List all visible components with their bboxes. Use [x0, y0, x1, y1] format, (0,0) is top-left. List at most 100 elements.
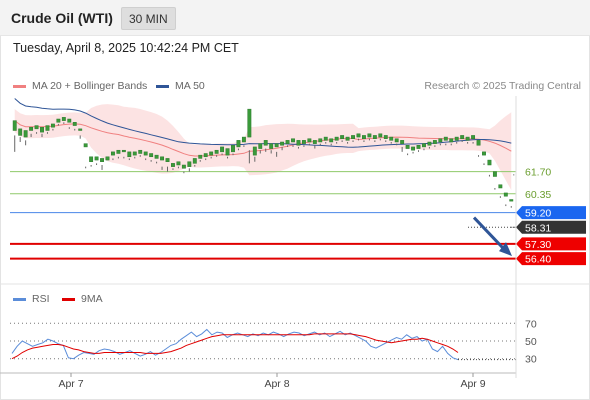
candle-body	[241, 136, 246, 143]
candle-body	[231, 145, 235, 153]
candle-body	[367, 133, 372, 138]
rsi-series-rsi	[11, 328, 459, 361]
candle-body	[89, 156, 94, 162]
candle-body	[252, 146, 257, 156]
candle-body	[176, 161, 181, 166]
candle-body	[307, 138, 312, 143]
candle-body	[356, 133, 361, 138]
candle-body	[160, 156, 164, 161]
rsi-tick-label: 70	[525, 318, 537, 330]
candle-body	[432, 140, 437, 144]
level-label-1: 60.35	[525, 189, 551, 201]
candle-body	[29, 126, 34, 131]
candle-body	[100, 158, 104, 162]
candle-body	[18, 128, 23, 136]
candle-body	[50, 123, 55, 128]
time-tick-label: Apr 7	[58, 378, 83, 390]
legend-ma20-label: MA 20 + Bollinger Bands	[32, 80, 148, 92]
candle-body	[258, 143, 263, 149]
candle-body	[296, 140, 301, 146]
candle-body	[181, 164, 186, 169]
time-tick-label: Apr 9	[460, 378, 485, 390]
candle-body	[454, 136, 459, 141]
legend-rsi: RSI	[13, 293, 50, 305]
candle-body	[138, 149, 143, 154]
instrument-title: Crude Oil (WTI)	[11, 10, 113, 26]
rsi-swatch	[13, 297, 26, 301]
research-credit: Research © 2025 Trading Central	[424, 80, 581, 92]
candle-body	[45, 125, 50, 131]
interval-button[interactable]: 30 MIN	[121, 7, 176, 30]
candle-body	[312, 140, 317, 144]
candle-body	[40, 126, 44, 133]
candle-body	[285, 140, 290, 144]
candle-body	[154, 154, 159, 159]
candle-body	[471, 135, 476, 139]
candle-body	[105, 156, 110, 161]
ma20-swatch	[13, 84, 26, 88]
chart-header: Crude Oil (WTI) 30 MIN	[0, 0, 590, 36]
level-label-2: 59.20	[525, 208, 551, 220]
candle-body	[487, 159, 492, 166]
candle-body	[225, 148, 230, 156]
candle-body	[280, 141, 285, 146]
candle-body	[171, 163, 175, 167]
candle-body	[214, 149, 219, 154]
candle-body	[291, 138, 295, 143]
candle-body	[476, 140, 481, 146]
candle-body	[203, 153, 208, 158]
legend-9ma: 9MA	[62, 293, 103, 305]
legend-rsi-label: RSI	[32, 293, 50, 305]
ma20-line	[14, 120, 512, 157]
candle-body	[383, 135, 388, 139]
candle-body	[143, 151, 148, 156]
candle-body	[247, 108, 252, 138]
candle-body	[56, 118, 61, 123]
candle-body	[400, 140, 405, 144]
candle-body	[503, 192, 508, 197]
candle-body	[389, 136, 394, 141]
legend-9ma-label: 9MA	[81, 293, 103, 305]
level-label-5: 56.40	[525, 254, 551, 266]
candle-body	[372, 135, 377, 139]
candle-body	[334, 136, 339, 141]
ma9-swatch	[62, 297, 75, 301]
candle-body	[132, 151, 137, 156]
candle-body	[460, 135, 465, 139]
candle-body	[236, 140, 241, 148]
candle-body	[345, 136, 350, 141]
candle-body	[149, 153, 154, 158]
candle-body	[329, 138, 334, 143]
candle-body	[269, 143, 274, 149]
candle-body	[34, 125, 39, 130]
level-label-3: 58.31	[525, 222, 551, 234]
candle-body	[127, 151, 132, 158]
level-label-4: 57.30	[525, 239, 551, 251]
candle-body	[449, 138, 454, 143]
candle-body	[187, 161, 192, 167]
candle-body	[274, 143, 279, 148]
candle-body	[438, 138, 443, 143]
candle-body	[394, 138, 399, 143]
chart-timestamp: Tuesday, April 8, 2025 10:42:24 PM CET	[13, 41, 239, 55]
level-tag-5	[516, 252, 586, 266]
candle-body	[192, 158, 197, 164]
candle-body	[498, 184, 503, 189]
candle-body	[509, 199, 514, 202]
candle-body	[116, 149, 121, 154]
candle-body	[405, 145, 410, 149]
rsi-tick-label: 50	[525, 336, 537, 348]
candle-body	[83, 143, 88, 148]
candle-body	[411, 146, 415, 151]
candle-body	[465, 136, 470, 141]
projection-arrow-head	[499, 242, 512, 257]
candle-body	[12, 120, 17, 131]
bollinger-band	[14, 104, 512, 191]
candle-body	[165, 158, 170, 162]
candle-body	[23, 130, 28, 138]
level-label-0: 61.70	[525, 167, 551, 179]
candle-body	[94, 156, 99, 161]
candle-body	[61, 117, 66, 121]
legend-ma50-label: MA 50	[175, 80, 205, 92]
